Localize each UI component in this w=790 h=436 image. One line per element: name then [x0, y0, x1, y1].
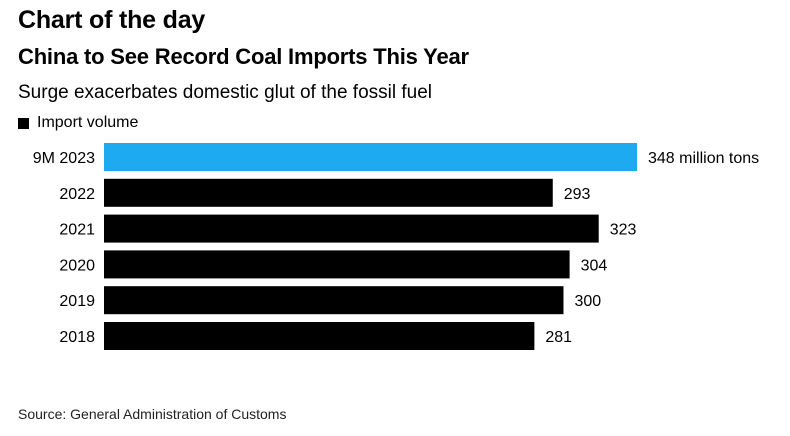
bar: [104, 143, 637, 171]
bar: [104, 214, 599, 243]
category-label: 2022: [59, 186, 95, 203]
bar: [104, 322, 535, 350]
bar: [104, 286, 564, 315]
data-label: 281: [545, 329, 572, 346]
chart-title: China to See Record Coal Imports This Ye…: [18, 44, 469, 69]
chart-subtitle: Surge exacerbates domestic glut of the f…: [18, 82, 433, 103]
legend-label: Import volume: [37, 114, 139, 131]
category-label: 2020: [59, 257, 95, 274]
data-label: 300: [574, 293, 601, 310]
data-label: 348 million tons: [648, 150, 759, 167]
chart-kicker: Chart of the day: [18, 6, 206, 34]
legend: Import volume: [18, 114, 138, 132]
category-label: 2019: [59, 293, 95, 310]
source-note: Source: General Administration of Custom…: [18, 406, 287, 422]
data-label: 323: [610, 222, 637, 239]
category-label: 2021: [59, 222, 95, 239]
data-label: 293: [564, 186, 591, 203]
category-label: 9M 2023: [33, 150, 95, 167]
bar: [104, 250, 570, 279]
bar-chart: 9M 2023 348 million tons 2022 293 2021 323 202…: [33, 143, 759, 350]
data-label: 304: [581, 257, 608, 274]
category-label: 2018: [59, 329, 95, 346]
bar: [104, 178, 553, 207]
legend-swatch: [18, 117, 29, 129]
